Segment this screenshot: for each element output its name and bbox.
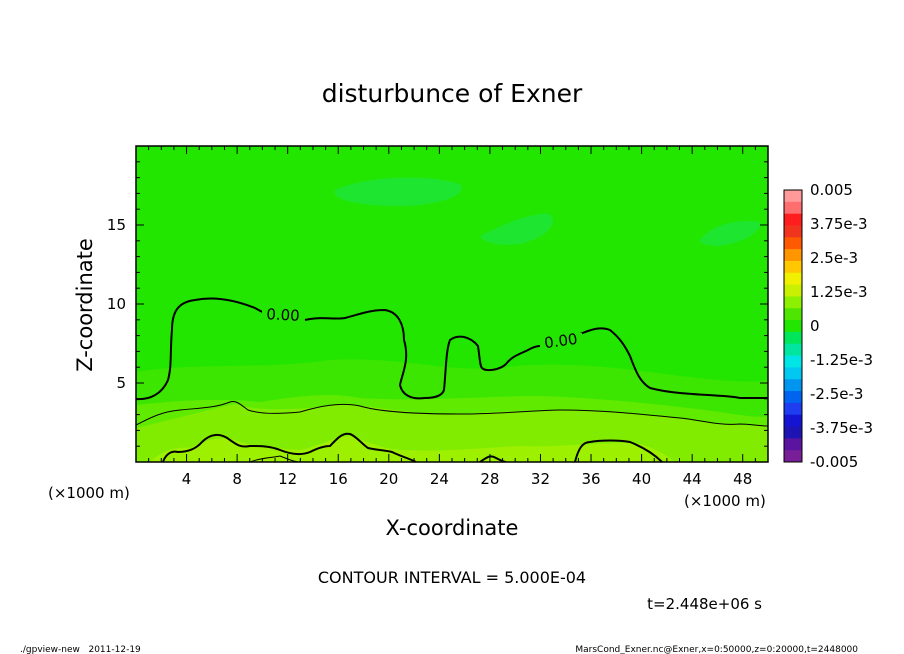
x-tick-label: 32: [531, 470, 550, 488]
x-tick-labels: 4 8 12 16 20 24 28 32 36 40 44 48: [182, 470, 752, 488]
contour-field: [136, 146, 768, 462]
colorbar-label: 0.005: [810, 181, 853, 199]
contour-thin-upper: [136, 401, 768, 427]
contour-label: 0.00: [266, 305, 300, 325]
x-axis-ticks: [148, 146, 756, 462]
colorbar-swatch: [784, 343, 802, 357]
colorbar-swatch: [784, 379, 802, 392]
x-tick-label: 44: [683, 470, 702, 488]
colorbar-swatch: [784, 355, 802, 368]
colorbar-label: -3.75e-3: [810, 419, 873, 437]
x-tick-label: 24: [430, 470, 449, 488]
colorbar-swatch: [784, 391, 802, 404]
colorbar-swatch: [784, 201, 802, 215]
x-tick-label: 48: [733, 470, 752, 488]
colorbar-swatch: [784, 296, 802, 309]
colorbar-label: -1.25e-3: [810, 351, 873, 369]
field-patch-upper-right: [700, 220, 761, 246]
colorbar-label: 3.75e-3: [810, 215, 868, 233]
x-tick-label: 12: [278, 470, 297, 488]
colorbar: [783, 189, 803, 463]
x-tick-label: 8: [232, 470, 242, 488]
colorbar-swatch: [784, 272, 802, 286]
contour-label: 0.00: [543, 330, 579, 352]
colorbar-swatch: [784, 237, 802, 250]
colorbar-frame: [783, 189, 803, 463]
x-tick-label: 16: [329, 470, 348, 488]
contour-zero-upper: [136, 297, 768, 401]
time-label: t=2.448e+06 s: [647, 595, 762, 613]
contour-interval-note: CONTOUR INTERVAL = 5.000E-04: [318, 568, 586, 587]
colorbar-label: 1.25e-3: [810, 283, 868, 301]
y-axis-ticks: [136, 161, 768, 447]
colorbar-swatch: [784, 367, 802, 380]
colorbar-swatch: [784, 320, 802, 333]
x-axis-unit: (×1000 m): [684, 492, 766, 510]
footer-left: ./gpview-new 2011-12-19: [20, 645, 141, 654]
colorbar-swatch: [784, 426, 802, 439]
x-tick-label: 40: [632, 470, 651, 488]
x-tick-label: 20: [379, 470, 398, 488]
field-patch-upper-left: [334, 177, 462, 206]
y-axis-unit: (×1000 m): [48, 484, 130, 502]
y-tick-label: 5: [116, 374, 126, 392]
colorbar-swatch: [784, 284, 802, 297]
colorbar-swatch: [784, 331, 802, 345]
x-tick-label: 4: [182, 470, 192, 488]
colorbar-swatch: [784, 260, 802, 274]
colorbar-swatch: [784, 190, 802, 203]
colorbar-labels: 0.005 3.75e-3 2.5e-3 1.25e-3 0 -1.25e-3 …: [810, 181, 873, 471]
chart-title: disturbunce of Exner: [322, 79, 583, 108]
y-tick-label: 15: [107, 216, 126, 234]
x-tick-label: 28: [480, 470, 499, 488]
colorbar-swatch: [784, 225, 802, 238]
field-patch-upper-mid: [480, 213, 554, 245]
colorbar-label: -0.005: [810, 453, 858, 471]
colorbar-label: -2.5e-3: [810, 385, 863, 403]
footer-right: MarsCond_Exner.nc@Exner,x=0:50000,z=0:20…: [575, 645, 858, 654]
field-layer-low-4: [150, 436, 675, 462]
colorbar-swatch: [784, 308, 802, 321]
colorbar-swatch: [784, 402, 802, 416]
x-axis-label: X-coordinate: [386, 516, 519, 540]
y-axis-label: Z-coordinate: [73, 238, 97, 372]
colorbar-swatch: [784, 414, 802, 428]
colorbar-swatch: [784, 249, 802, 262]
colorbar-swatch: [784, 450, 802, 463]
colorbar-label: 2.5e-3: [810, 249, 858, 267]
colorbar-swatch: [784, 438, 802, 451]
colorbar-label: 0: [810, 317, 820, 335]
y-tick-label: 10: [107, 295, 126, 313]
contour-label-group: 0.00 0.00: [262, 305, 582, 352]
colorbar-swatch: [784, 213, 802, 226]
y-tick-labels: 5 10 15: [107, 216, 126, 392]
x-tick-label: 36: [581, 470, 600, 488]
